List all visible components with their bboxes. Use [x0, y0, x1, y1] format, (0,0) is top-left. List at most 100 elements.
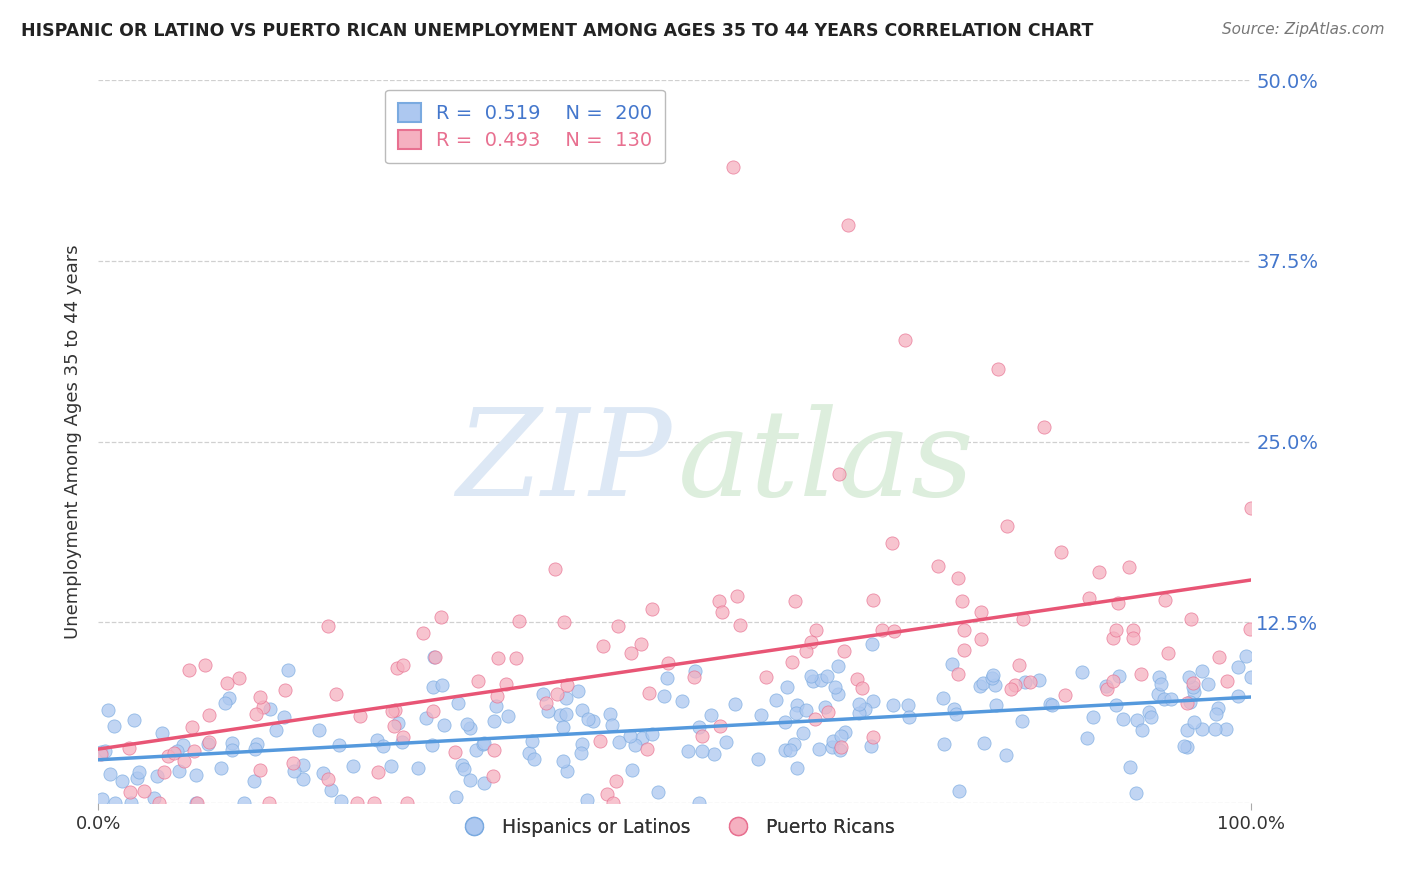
Point [1182, 715, 1205, 730]
Point [1208, 649, 1230, 664]
Point [749, 707, 772, 722]
Point [90, 747, 112, 762]
Point [551, 720, 574, 734]
Point [987, 362, 1010, 376]
Point [927, 559, 949, 574]
Point [1150, 677, 1173, 691]
Point [209, 761, 232, 775]
Point [554, 706, 576, 721]
Point [1105, 698, 1128, 712]
Point [1081, 710, 1104, 724]
Point [685, 665, 707, 679]
Point [172, 738, 194, 752]
Point [1011, 612, 1033, 626]
Point [683, 670, 706, 684]
Point [848, 697, 870, 711]
Point [1239, 670, 1261, 684]
Point [711, 605, 734, 619]
Point [994, 747, 1017, 762]
Point [1039, 697, 1062, 711]
Point [1032, 420, 1054, 434]
Point [980, 671, 1002, 685]
Point [392, 731, 415, 745]
Point [1050, 545, 1073, 559]
Point [120, 785, 142, 799]
Point [197, 737, 219, 751]
Point [804, 624, 827, 638]
Point [1008, 658, 1031, 673]
Point [555, 678, 578, 692]
Point [328, 738, 350, 752]
Point [945, 707, 967, 722]
Point [1028, 673, 1050, 687]
Point [197, 707, 219, 722]
Point [422, 681, 444, 695]
Point [180, 720, 202, 734]
Point [460, 721, 482, 735]
Text: HISPANIC OR LATINO VS PUERTO RICAN UNEMPLOYMENT AMONG AGES 35 TO 44 YEARS CORREL: HISPANIC OR LATINO VS PUERTO RICAN UNEMP… [21, 22, 1094, 40]
Point [724, 697, 747, 711]
Point [91, 792, 114, 806]
Point [1239, 622, 1261, 636]
Point [415, 711, 437, 725]
Point [810, 673, 832, 687]
Point [555, 690, 578, 705]
Point [277, 663, 299, 677]
Point [1011, 714, 1033, 728]
Point [156, 748, 179, 763]
Point [845, 672, 868, 686]
Point [228, 671, 250, 685]
Point [1125, 786, 1147, 800]
Point [837, 218, 859, 232]
Point [952, 643, 974, 657]
Point [387, 716, 409, 731]
Point [391, 734, 413, 748]
Point [412, 626, 434, 640]
Point [551, 755, 574, 769]
Point [1139, 709, 1161, 723]
Point [709, 719, 731, 733]
Point [550, 708, 572, 723]
Point [824, 680, 846, 694]
Point [1177, 739, 1199, 754]
Point [607, 618, 630, 632]
Point [776, 680, 799, 694]
Point [1146, 687, 1168, 701]
Point [1054, 688, 1077, 702]
Point [167, 764, 190, 779]
Point [233, 796, 256, 810]
Point [465, 743, 488, 757]
Point [482, 743, 505, 757]
Point [619, 729, 641, 743]
Point [782, 655, 804, 669]
Point [456, 717, 478, 731]
Point [1019, 675, 1042, 690]
Point [243, 773, 266, 788]
Point [783, 738, 806, 752]
Point [832, 644, 855, 658]
Point [458, 773, 481, 788]
Point [1105, 623, 1128, 637]
Point [800, 635, 823, 649]
Point [1205, 707, 1227, 722]
Point [599, 707, 621, 722]
Point [1182, 685, 1205, 699]
Point [217, 675, 239, 690]
Point [932, 737, 955, 751]
Point [264, 723, 287, 737]
Point [953, 624, 976, 638]
Point [218, 690, 240, 705]
Point [396, 796, 419, 810]
Point [794, 703, 817, 717]
Point [1102, 631, 1125, 645]
Point [292, 772, 315, 787]
Point [316, 619, 339, 633]
Point [848, 706, 870, 720]
Point [654, 689, 676, 703]
Point [520, 733, 543, 747]
Point [943, 702, 966, 716]
Point [259, 702, 281, 716]
Point [1154, 592, 1177, 607]
Point [688, 796, 710, 810]
Point [932, 690, 955, 705]
